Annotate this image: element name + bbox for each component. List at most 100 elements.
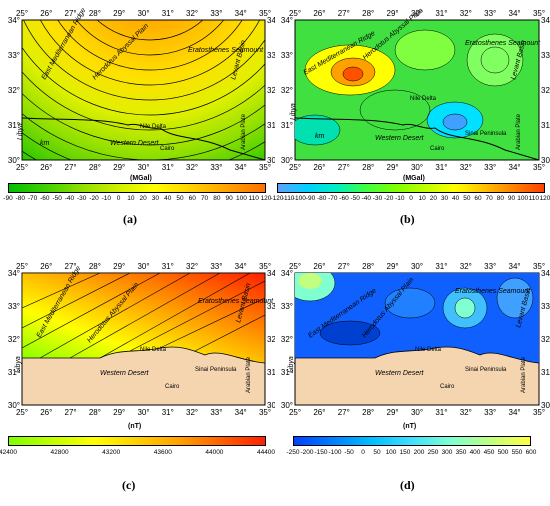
colorbar-tick: 90 [225,195,233,202]
unit-label: (MGal) [403,175,425,182]
lat-tick-left: 32° [8,335,20,344]
lon-tick-top: 32° [186,262,198,271]
colorbar-c [8,436,266,446]
lat-tick-left: 34° [281,269,293,278]
map-b: East Mediterranean Ridge Herodotus Abyss… [281,7,550,172]
colorbar-tick: 450 [483,449,495,456]
label-cairo: Cairo [165,384,180,390]
lon-tick-top: 27° [65,262,77,271]
lat-tick-left: 34° [8,16,20,25]
lon-tick-top: 25° [289,262,301,271]
lat-tick-right: 33° [267,51,275,60]
lon-tick-top: 31° [435,9,447,18]
lon-tick-top: 29° [387,262,399,271]
lat-tick-left: 34° [8,269,20,278]
lat-tick-right: 34° [267,16,275,25]
lon-tick-top: 35° [533,9,545,18]
lon-tick-bottom: 29° [387,163,399,172]
colorbar-tick: -20 [383,195,394,202]
lon-tick-bottom: 30° [137,163,149,172]
lon-tick-bottom: 26° [313,408,325,417]
colorbar-tick: 42800 [50,449,69,456]
colorbar-tick: -20 [89,195,99,202]
lon-tick-bottom: 32° [186,163,198,172]
label-eratosthenes: Eratosthenes Seamount [465,40,541,47]
colorbar-tick: 42400 [0,449,18,456]
lon-tick-bottom: 34° [509,408,521,417]
colorbar-tick: 100 [517,195,529,202]
lon-tick-top: 32° [460,262,472,271]
colorbar-tick: -90 [3,195,13,202]
lon-tick-bottom: 26° [40,408,52,417]
panel-label: (b) [400,212,415,226]
lon-tick-bottom: 28° [362,408,374,417]
colorbar-tick: -120 [270,195,284,202]
colorbar-tick: 110 [528,195,540,202]
lon-tick-bottom: 28° [89,163,101,172]
colorbar-tick: -110 [281,195,295,202]
label-libya: Libya [17,123,24,140]
lat-tick-right: 31° [541,121,550,130]
label-arabian-plate: Arabian Plate [516,113,522,150]
colorbar-tick: -50 [52,195,62,202]
colorbar-tick: -250 [286,449,300,456]
lat-tick-left: 34° [281,16,293,25]
lon-tick-bottom: 25° [289,163,301,172]
panel-label: (d) [400,478,415,492]
lon-tick-top: 26° [40,9,52,18]
colorbar-tick: 300 [441,449,453,456]
label-arabian-plate: Arabian Plate [521,356,527,393]
label-eratosthenes: Eratosthenes Seamount [198,298,274,305]
colorbar-tick: -200 [300,449,314,456]
label-arabian-plate: Arabian Plate [241,113,247,150]
colorbar-tick: 550 [511,449,523,456]
label-libya: Libya [288,356,295,373]
label-libya: Libya [290,103,297,120]
colorbar-tick: 80 [213,195,221,202]
colorbar-tick: -10 [395,195,405,202]
colorbar-a [8,183,266,193]
label-sinai: Sinai Peninsula [195,367,237,373]
lon-tick-bottom: 32° [186,408,198,417]
colorbar-tick: -30 [372,195,383,202]
lon-tick-bottom: 31° [435,408,447,417]
lon-tick-bottom: 35° [533,408,545,417]
lon-tick-bottom: 34° [235,163,247,172]
label-western-desert: Western Desert [375,135,425,142]
colorbar-tick: 70 [200,195,209,202]
lat-tick-left: 31° [8,368,20,377]
unit-label: (nT) [128,423,142,430]
colorbar-tick: 0 [361,449,365,456]
lon-tick-top: 28° [362,9,374,18]
label-arabian-plate: Arabian Plate [246,356,252,393]
lon-tick-top: 25° [16,262,28,271]
colorbar-tick: 0 [116,195,121,202]
colorbar-b [277,183,545,193]
map-c: East Mediterranean Ridge Herodotus Abyss… [8,262,275,417]
lat-tick-left: 31° [8,121,20,130]
colorbar-tick: -30 [77,195,87,202]
lat-tick-left: 31° [281,121,293,130]
label-western-desert: Western Desert [375,370,425,377]
lon-tick-bottom: 28° [89,408,101,417]
lon-tick-top: 26° [313,262,325,271]
lon-tick-top: 34° [509,9,521,18]
lon-tick-bottom: 27° [65,408,77,417]
label-sinai: Sinai Peninsula [465,367,507,373]
colorbar-tick: 30 [440,195,449,202]
lon-tick-top: 30° [137,262,149,271]
label-cairo: Cairo [160,146,175,152]
colorbar-tick: 40 [452,195,460,202]
colorbar-tick: 20 [139,195,147,202]
colorbar-tick: 40 [164,195,172,202]
label-nile-delta: Nile Delta [140,124,167,130]
lon-tick-bottom: 34° [509,163,521,172]
lon-tick-bottom: 27° [338,408,350,417]
lon-tick-top: 29° [113,262,125,271]
unit-label: (MGal) [130,175,152,182]
colorbar-tick: 60 [474,195,482,202]
lon-tick-top: 27° [338,9,350,18]
lat-tick-right: 33° [267,302,275,311]
colorbar-tick: -50 [350,195,360,202]
lon-tick-bottom: 26° [40,163,52,172]
